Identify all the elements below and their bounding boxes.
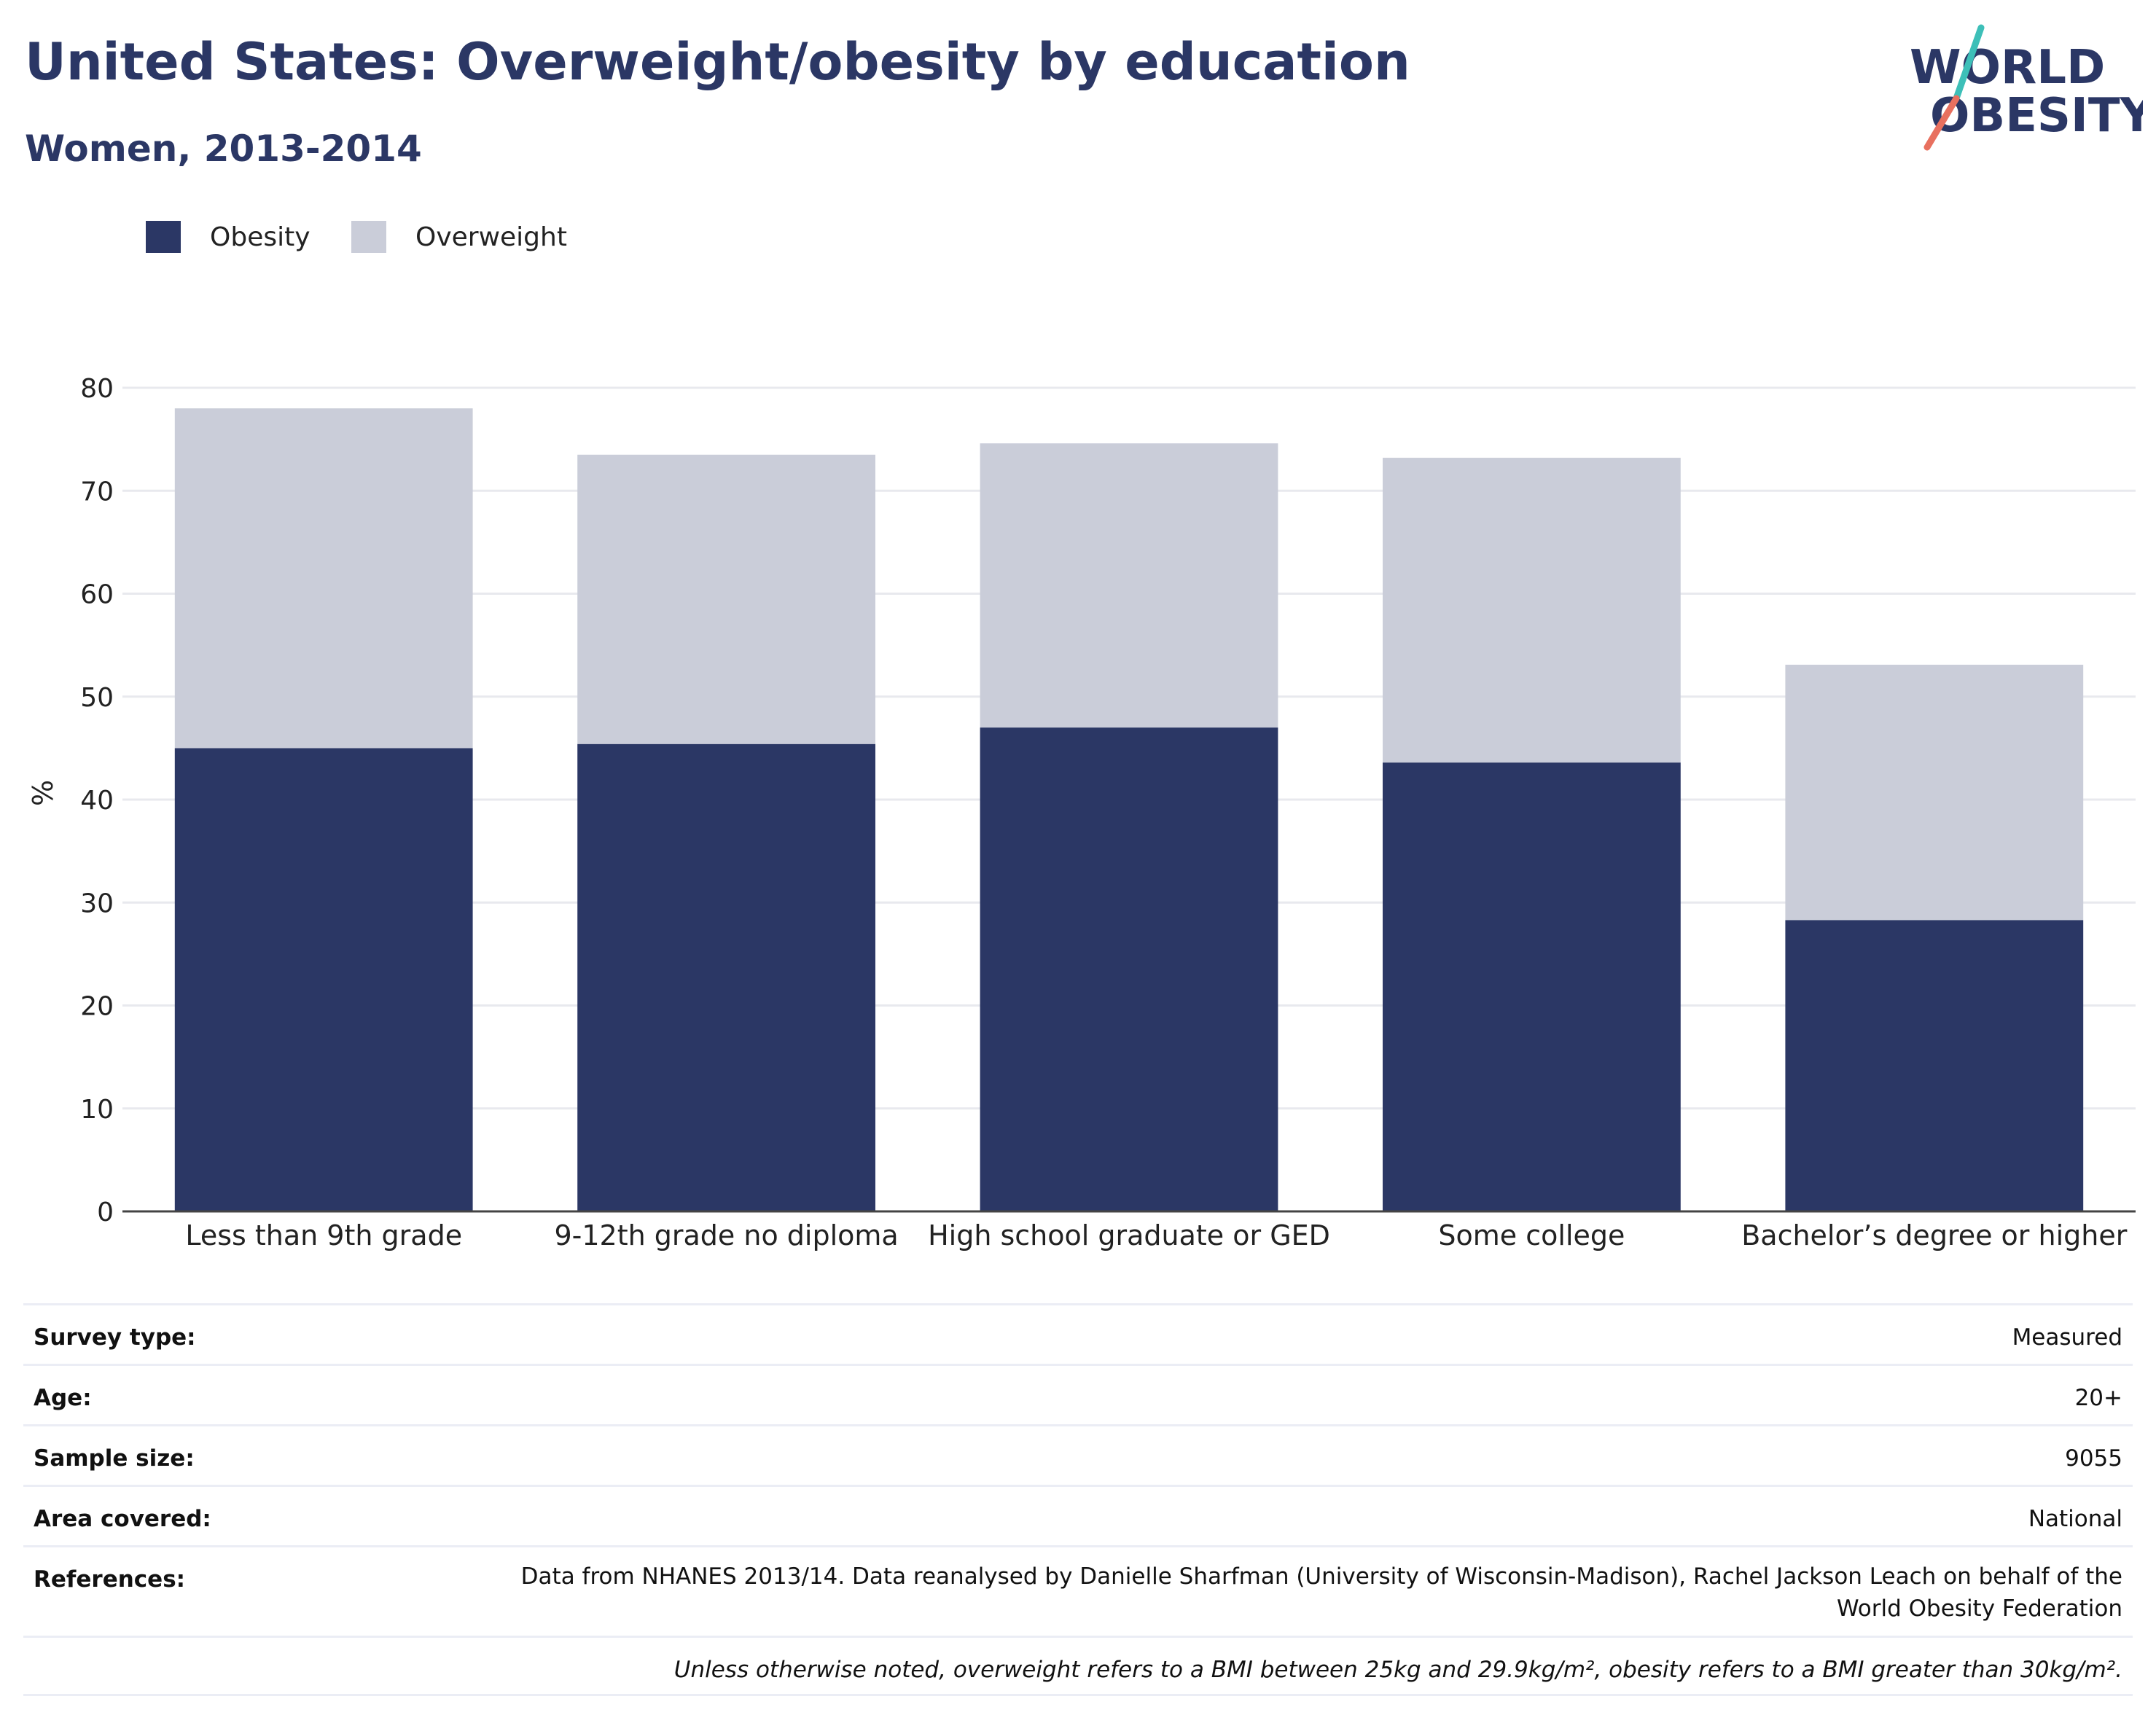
info-row-survey-type: Survey type: Measured	[23, 1303, 2133, 1364]
y-tick-label-80: 80	[80, 374, 114, 404]
legend-swatch-obesity	[146, 221, 181, 253]
y-tick-label-60: 60	[80, 580, 114, 610]
x-tick-label-1: 9-12th grade no diploma	[554, 1219, 898, 1251]
axes: 0 10 20 30 40 50 60 70 80% Less than 9th grade 9-1…	[27, 374, 2136, 1251]
logo-slash-coral	[1923, 95, 1960, 151]
bar-obesity-0	[174, 748, 473, 1211]
y-tick-label-40: 40	[80, 786, 114, 816]
x-tick-label-3: Some college	[1438, 1219, 1625, 1251]
age-label: Age:	[34, 1385, 92, 1411]
info-row-age: Age: 20+	[23, 1364, 2133, 1424]
bar-overweight-2	[980, 443, 1278, 728]
logo-slash-teal	[1953, 24, 1985, 102]
y-axis-label: %	[27, 780, 59, 806]
x-tick-label-0: Less than 9th grade	[185, 1219, 462, 1251]
y-tick-label-0: 0	[97, 1198, 114, 1227]
bar-overweight-4	[1785, 664, 2084, 921]
bar-overweight-3	[1383, 458, 1681, 763]
age-value: 20+	[2074, 1385, 2122, 1411]
logo-text-world: WORLD	[1910, 41, 2105, 95]
area-covered-value: National	[2028, 1506, 2122, 1532]
y-tick-label-20: 20	[80, 992, 114, 1022]
info-row-sample-size: Sample size: 9055	[23, 1424, 2133, 1485]
x-tick-label-2: High school graduate or GED	[928, 1219, 1330, 1251]
references-label: References:	[34, 1566, 186, 1593]
legend-swatch-overweight	[351, 221, 386, 253]
logo-text-obesity: OBESITY	[1930, 89, 2143, 143]
legend-label-overweight: Overweight	[415, 222, 567, 252]
y-tick-label-50: 50	[80, 683, 114, 713]
world-obesity-logo: WORLD OBESITY	[1910, 24, 2143, 151]
bar-obesity-2	[980, 727, 1278, 1211]
page-title: United States: Overweight/obesity by edu…	[25, 32, 1410, 92]
bar-obesity-1	[577, 743, 875, 1211]
area-covered-label: Area covered:	[34, 1506, 211, 1532]
bars	[174, 408, 2084, 1211]
info-row-area-covered: Area covered: National	[23, 1485, 2133, 1545]
references-value: Data from NHANES 2013/14. Data reanalyse…	[520, 1563, 2122, 1622]
survey-type-label: Survey type:	[34, 1324, 196, 1351]
survey-type-value: Measured	[2012, 1324, 2122, 1351]
page-subtitle: Women, 2013-2014	[25, 128, 422, 170]
y-tick-label-70: 70	[80, 477, 114, 507]
legend: Obesity Overweight	[146, 221, 567, 253]
bar-obesity-4	[1785, 920, 2084, 1211]
survey-info-table: Survey type: Measured Age: 20+ Sample si…	[23, 1303, 2133, 1696]
legend-label-obesity: Obesity	[210, 222, 310, 252]
bar-overweight-1	[577, 454, 875, 744]
bmi-note-text: Unless otherwise noted, overweight refer…	[673, 1657, 2122, 1683]
y-tick-label-10: 10	[80, 1095, 114, 1125]
sample-size-value: 9055	[2065, 1445, 2122, 1472]
chart: Obesity Overweight 0 10 20 30 40 50 60 70 80% Less…	[27, 221, 2136, 1251]
bar-obesity-3	[1383, 762, 1681, 1211]
sample-size-label: Sample size:	[34, 1445, 195, 1472]
bmi-definition-note: Unless otherwise noted, overweight refer…	[23, 1636, 2133, 1696]
y-tick-label-30: 30	[80, 889, 114, 918]
x-tick-label-4: Bachelor’s degree or higher	[1741, 1219, 2128, 1251]
info-row-references: References: Data from NHANES 2013/14. Da…	[23, 1545, 2133, 1636]
bar-overweight-0	[174, 408, 473, 749]
